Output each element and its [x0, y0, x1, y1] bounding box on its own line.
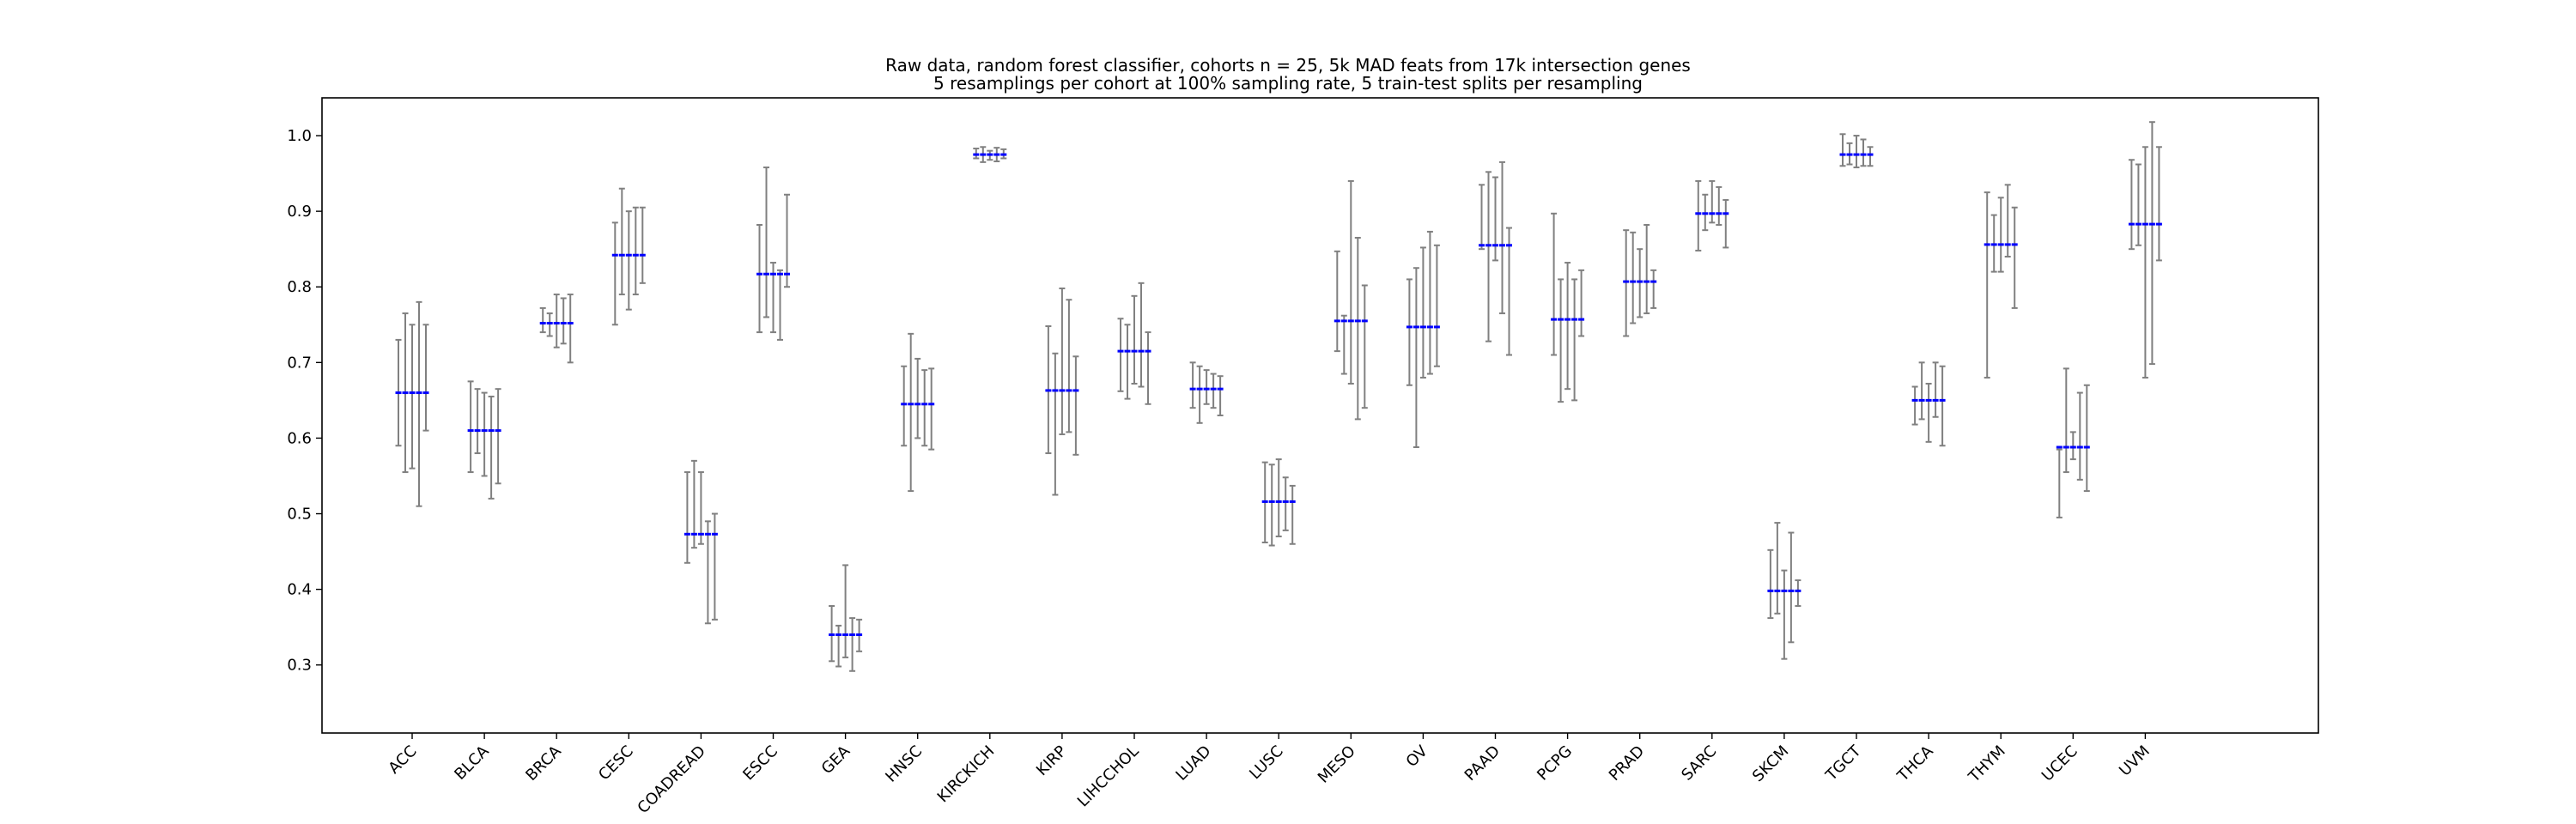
axes-frame [321, 97, 2319, 734]
cohort-group-brca [539, 294, 574, 364]
y-tick-label-7: 1.0 [287, 127, 312, 145]
y-tick-label-3: 0.6 [287, 429, 312, 447]
cohort-group-hnsc [901, 332, 935, 493]
y-tick-label-5: 0.8 [287, 278, 312, 296]
cohort-group-tgct [1839, 133, 1874, 169]
cohort-group-gea [829, 564, 863, 672]
y-tick-label-0: 0.3 [287, 657, 312, 675]
plot-marks [395, 121, 2162, 672]
cohort-group-escc [756, 167, 790, 341]
cohort-group-ov [1406, 230, 1440, 448]
cohort-group-kirckich [973, 146, 1007, 163]
chart-title-line-2: 5 resamplings per cohort at 100% samplin… [933, 73, 1643, 94]
y-tick-label-6: 0.9 [287, 203, 312, 221]
cohort-group-meso [1334, 179, 1368, 421]
cohort-group-ucec [2056, 367, 2090, 518]
cohort-group-cesc [611, 187, 646, 326]
y-axis: 0.3 0.4 0.5 0.6 0.7 0.8 0.9 1.0 [287, 127, 322, 675]
cohort-group-thca [1911, 361, 1946, 447]
cohort-group-skcm [1767, 522, 1801, 660]
chart-title-line-1: Raw data, random forest classifier, coho… [885, 55, 1691, 76]
cohort-group-paad [1479, 161, 1512, 356]
cohort-group-prad [1623, 224, 1657, 337]
cohort-group-luad [1189, 361, 1224, 424]
cohort-group-acc [395, 300, 429, 507]
cohort-group-blca [467, 380, 501, 500]
cohort-group-uvm [2128, 121, 2162, 379]
y-tick-label-1: 0.4 [287, 581, 312, 599]
cohort-group-lihcchol [1117, 282, 1151, 405]
cohort-group-thym [1984, 184, 2018, 379]
y-tick-label-2: 0.5 [287, 506, 312, 524]
cohort-group-kirp [1045, 288, 1079, 496]
y-tick-label-4: 0.7 [287, 354, 312, 372]
cohort-group-lusc [1261, 458, 1296, 547]
cohort-group-pcpg [1551, 212, 1585, 403]
cohort-group-coadread [683, 459, 718, 625]
cohort-group-sarc [1695, 179, 1729, 251]
